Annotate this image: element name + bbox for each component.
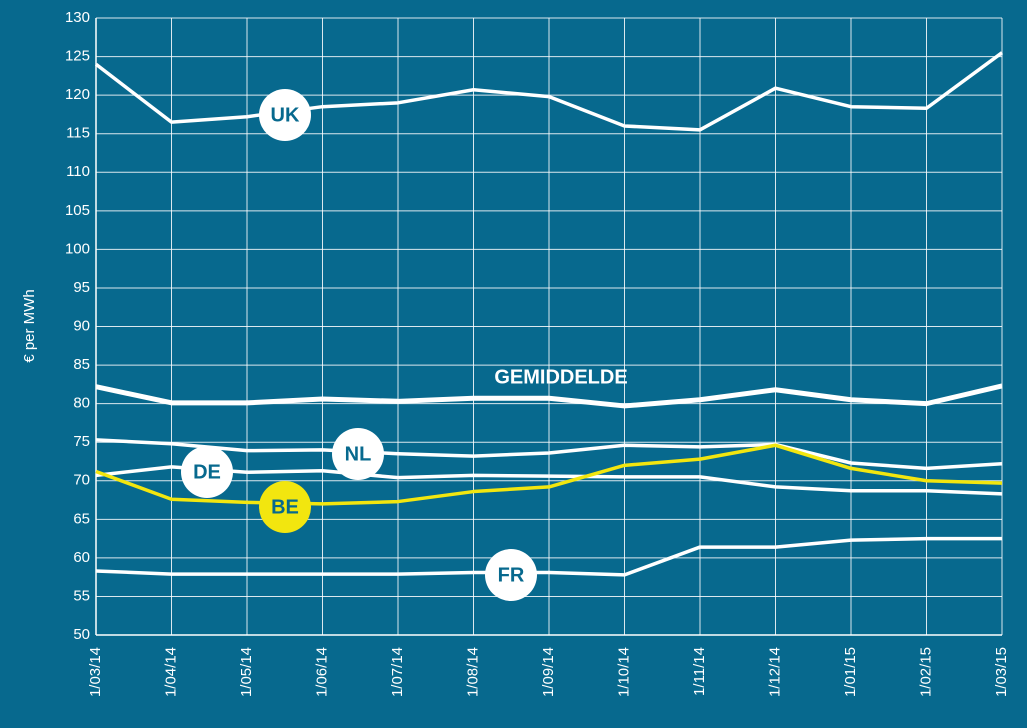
- x-tick-label: 1/09/14: [540, 647, 557, 697]
- x-tick-label: 1/04/14: [162, 647, 179, 697]
- y-tick-label: 105: [65, 202, 90, 219]
- y-tick-label: 120: [65, 86, 90, 103]
- series-label: BE: [271, 496, 299, 518]
- y-tick-label: 110: [66, 163, 90, 180]
- y-tick-label: 70: [73, 472, 90, 489]
- y-tick-label: 65: [73, 510, 90, 527]
- x-tick-label: 1/03/14: [87, 647, 104, 697]
- series-badge: [259, 481, 311, 533]
- series-label: FR: [498, 564, 525, 586]
- series-line: [95, 383, 1003, 409]
- y-tick-label: 85: [73, 356, 90, 373]
- y-tick-label: 90: [73, 317, 90, 334]
- x-tick-label: 1/02/15: [917, 647, 934, 697]
- series-line: [95, 443, 1003, 506]
- x-tick-label: 1/01/15: [842, 647, 859, 697]
- series-label: DE: [193, 461, 221, 483]
- series-label: NL: [345, 443, 372, 465]
- series-badge: [485, 549, 537, 601]
- y-tick-label: 125: [65, 48, 90, 65]
- series-label: UK: [271, 104, 300, 126]
- x-tick-label: 1/12/14: [766, 647, 783, 697]
- x-tick-label: 1/06/14: [313, 647, 330, 697]
- y-tick-label: 55: [73, 587, 90, 604]
- y-tick-label: 115: [66, 125, 90, 142]
- y-tick-label: 60: [73, 549, 90, 566]
- y-tick-label: 100: [65, 240, 90, 257]
- series-line: [95, 536, 1002, 577]
- x-tick-label: 1/11/14: [691, 647, 708, 696]
- y-tick-label: 95: [73, 279, 90, 296]
- series-badge: [259, 89, 311, 141]
- y-axis-label: € per MWh: [21, 289, 38, 362]
- series-badge: [181, 446, 233, 498]
- series-label: GEMIDDELDE: [494, 366, 627, 388]
- x-tick-label: 1/03/15: [993, 647, 1010, 697]
- x-tick-label: 1/05/14: [238, 647, 255, 697]
- x-tick-label: 1/10/14: [615, 647, 632, 697]
- y-tick-label: 80: [73, 395, 90, 412]
- series-line: [95, 438, 1003, 471]
- series-line: [95, 465, 1003, 496]
- y-tick-label: 50: [73, 626, 90, 643]
- series-badge: [332, 428, 384, 480]
- y-tick-label: 75: [73, 433, 90, 450]
- series-line: [94, 51, 1004, 132]
- y-tick-label: 130: [65, 9, 90, 26]
- x-tick-label: 1/07/14: [389, 647, 406, 697]
- x-tick-label: 1/08/14: [464, 647, 481, 697]
